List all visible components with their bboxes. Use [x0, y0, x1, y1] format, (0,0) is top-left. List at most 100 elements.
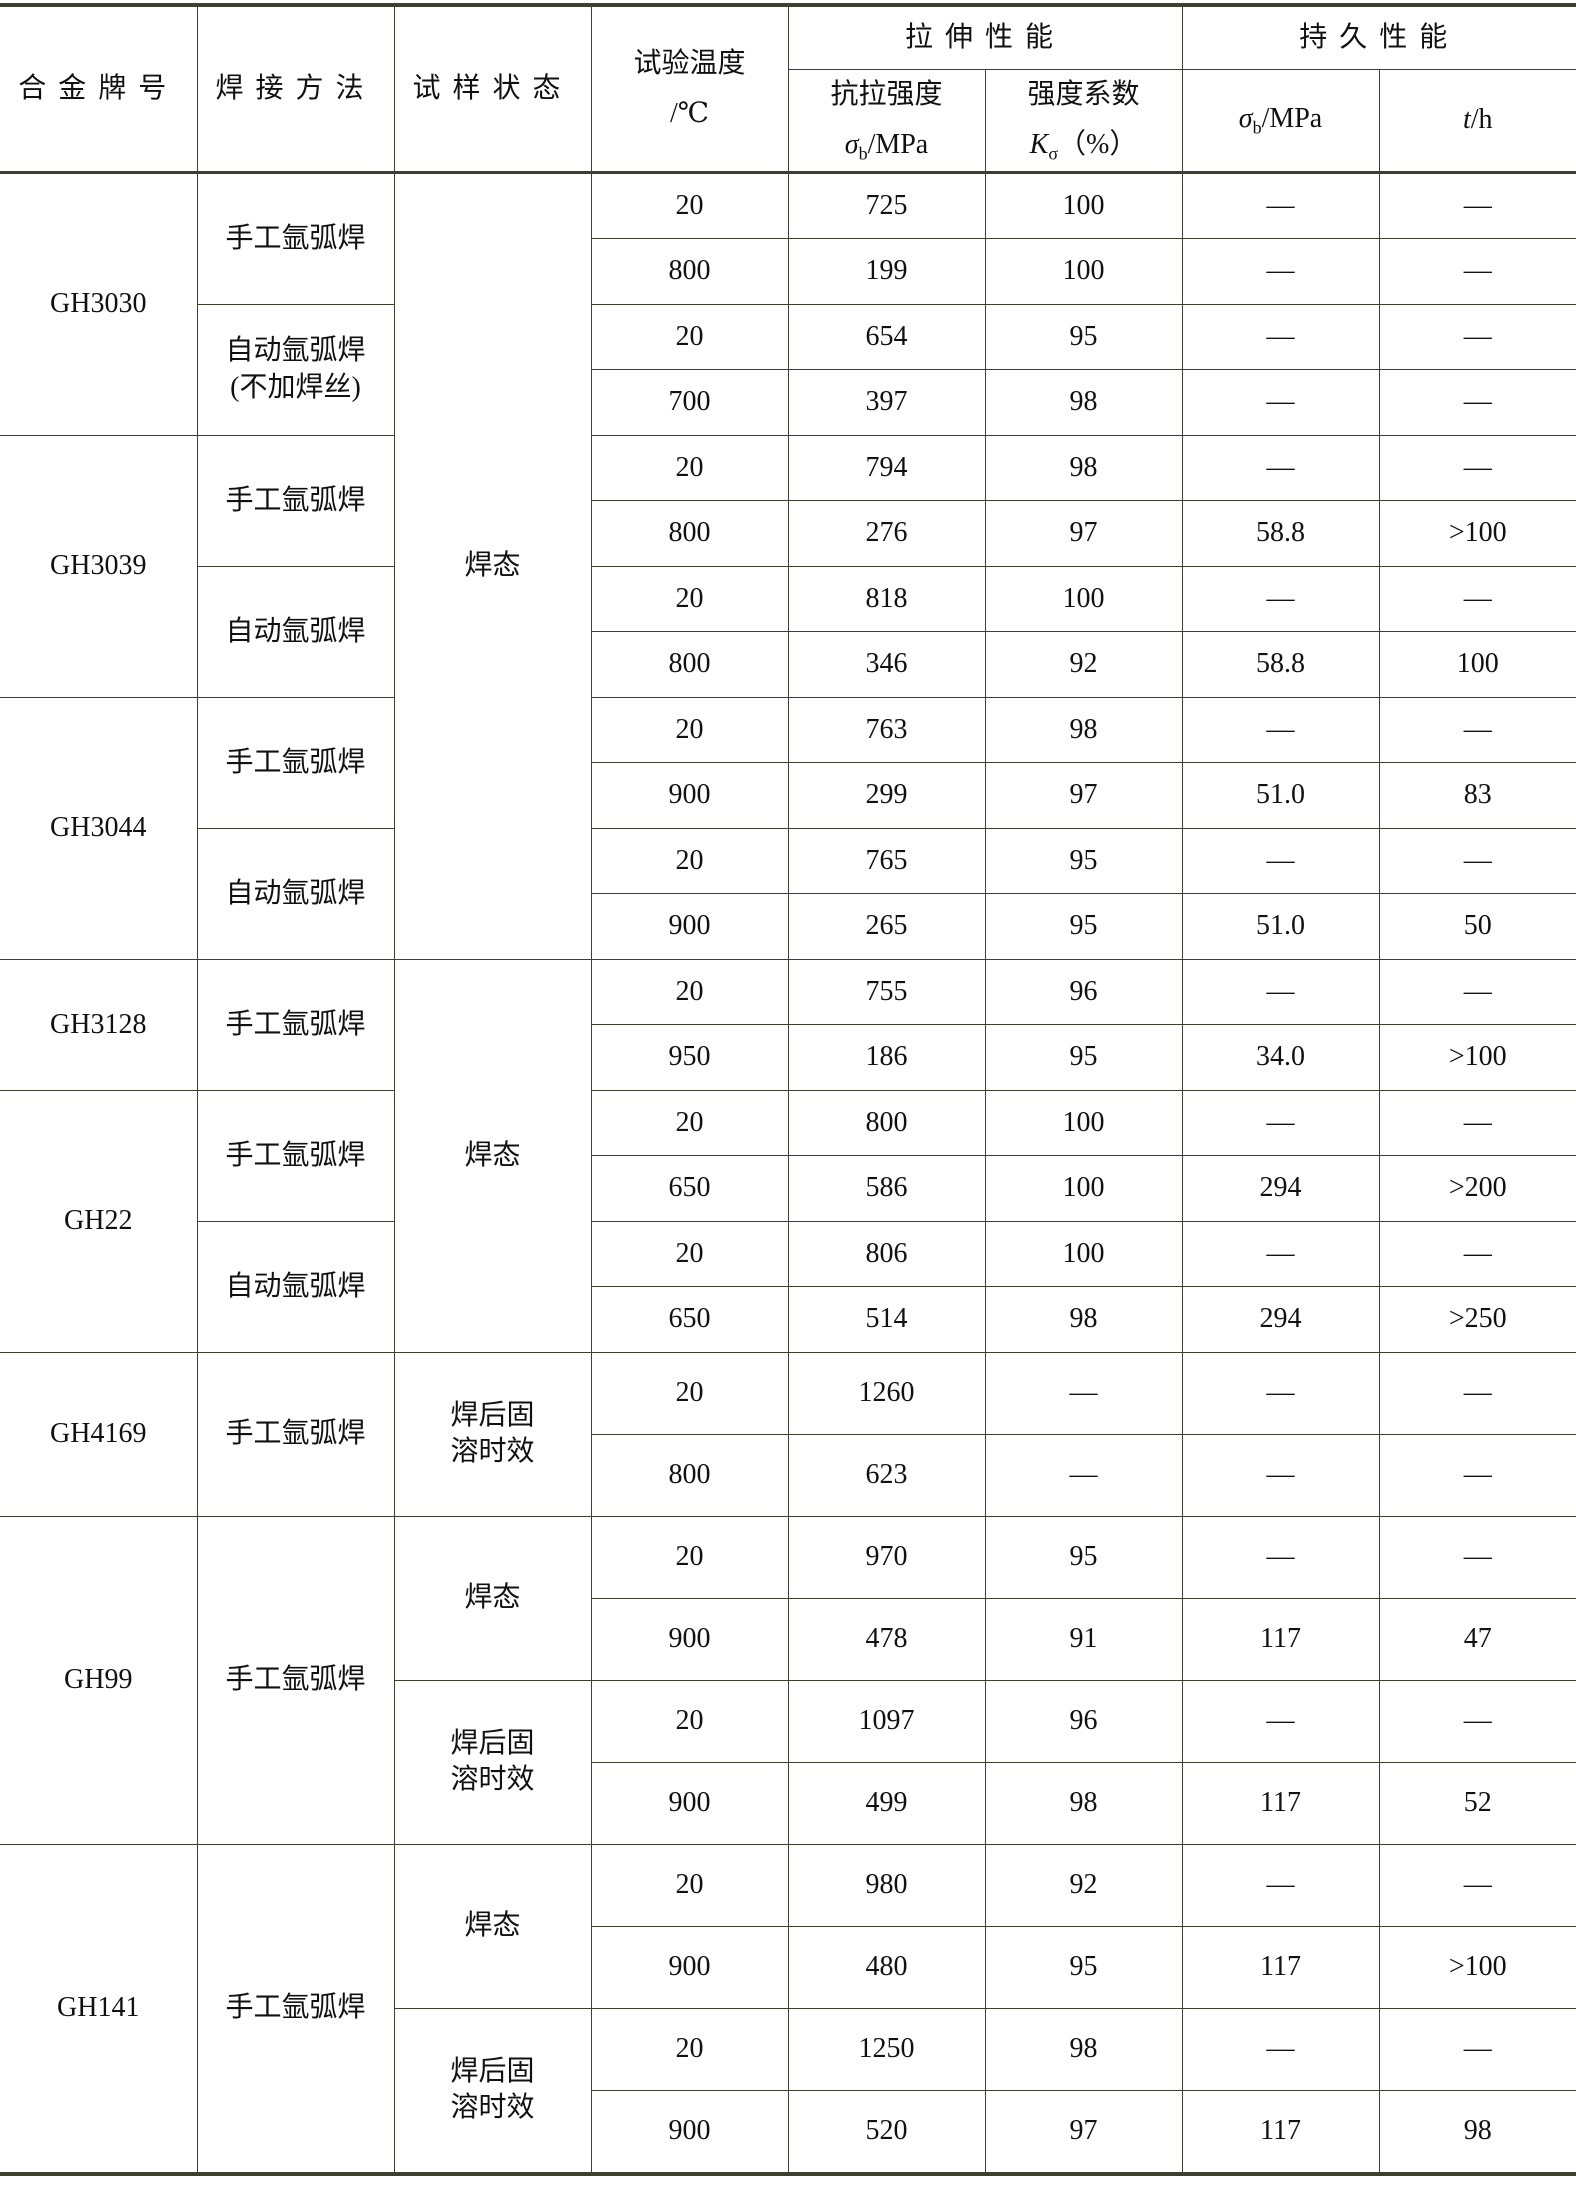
- temp-cell: 20: [590, 1089, 789, 1157]
- end-stress-cell: 294: [1181, 1286, 1380, 1353]
- strength-cell: 199: [787, 238, 986, 305]
- strength-cell: 980: [787, 1843, 986, 1927]
- time-cell: —: [1378, 1433, 1576, 1517]
- method-cell: 自动氩弧焊: [197, 1220, 395, 1353]
- strength-cell: 265: [787, 893, 986, 960]
- time-cell: 52: [1378, 1761, 1576, 1845]
- temp-cell: 700: [591, 369, 789, 436]
- coef-cell: 95: [984, 1024, 1183, 1091]
- end-stress-cell: 51.0: [1181, 893, 1380, 960]
- table-row: 900 478 91 117 47: [0, 1597, 1576, 1681]
- end-stress-cell: —: [1181, 2007, 1380, 2091]
- state-cell: 焊后固 溶时效: [394, 2007, 592, 2175]
- coef-cell: 98: [984, 434, 1183, 502]
- coef-cell: —: [984, 1433, 1183, 1517]
- temp-cell: 20: [590, 1515, 789, 1599]
- header-temp-label: 试验温度: [633, 47, 746, 79]
- strength-cell: 970: [787, 1515, 986, 1599]
- end-stress-cell: —: [1181, 369, 1380, 436]
- alloy-cell: GH4169: [0, 1351, 198, 1517]
- header-state: 试样状态: [393, 4, 592, 174]
- table-row: 650 586 100 294 >200: [0, 1155, 1576, 1222]
- header-time: t/h: [1378, 69, 1576, 174]
- time-cell: >200: [1378, 1155, 1576, 1222]
- end-stress-cell: 117: [1181, 1925, 1380, 2009]
- temp-cell: 650: [591, 1155, 789, 1222]
- alloy-cell: GH3030: [0, 171, 198, 436]
- end-stress-cell: —: [1181, 1351, 1380, 1435]
- strength-cell: 794: [787, 434, 986, 502]
- end-stress-cell: —: [1181, 434, 1380, 502]
- time-cell: 47: [1378, 1597, 1576, 1681]
- end-stress-cell: —: [1181, 238, 1380, 305]
- strength-cell: 299: [787, 762, 986, 829]
- end-stress-cell: 117: [1181, 1597, 1380, 1681]
- temp-cell: 20: [590, 565, 789, 633]
- time-cell: —: [1378, 1351, 1576, 1435]
- table-row: 900 299 97 51.0 83: [0, 762, 1576, 829]
- end-stress-cell: 117: [1181, 1761, 1380, 1845]
- method-cell: 手工氩弧焊: [196, 696, 395, 829]
- time-cell: —: [1378, 369, 1576, 436]
- table-row: 自动氩弧焊 20 818 100— —: [0, 565, 1576, 698]
- header-temp: 试验温度 /℃: [590, 4, 789, 174]
- coef-cell: 97: [984, 2089, 1183, 2175]
- table-row: 800 623— — —: [0, 1433, 1576, 1517]
- table-row: 950 186 95 34.0 >100: [0, 1024, 1576, 1091]
- coef-cell: 96: [984, 958, 1183, 1026]
- end-stress-cell: 58.8: [1181, 500, 1380, 567]
- method-cell: 手工氩弧焊: [196, 1843, 395, 2175]
- strength-cell: 346: [787, 631, 986, 698]
- temp-cell: 800: [591, 500, 789, 567]
- temp-cell: 20: [590, 1351, 789, 1435]
- header-coef-label: 强度系数: [1027, 79, 1140, 110]
- table-row: 900 499 98 117 52: [0, 1761, 1576, 1845]
- header-end-stress: σb/MPa: [1181, 69, 1380, 174]
- weld-properties-table: 合金牌号 焊接方法 试样状态 试验温度/℃ 拉伸性能 持久性能 抗拉强度 σb/M…: [0, 3, 1576, 2176]
- time-cell: 83: [1378, 762, 1576, 829]
- coef-cell: 95: [984, 303, 1183, 371]
- temp-cell: 20: [590, 696, 789, 764]
- temp-cell: 20: [590, 2007, 789, 2091]
- time-cell: >100: [1378, 500, 1576, 567]
- coef-cell: 98: [984, 696, 1183, 764]
- end-stress-cell: —: [1181, 1679, 1380, 1763]
- coef-cell: 100: [984, 238, 1183, 305]
- time-cell: —: [1378, 696, 1576, 764]
- coef-cell: 91: [984, 1597, 1183, 1681]
- end-stress-cell: 294: [1181, 1155, 1380, 1222]
- time-cell: >100: [1378, 1024, 1576, 1091]
- temp-cell: 800: [591, 1433, 789, 1517]
- coef-cell: 100: [984, 565, 1183, 633]
- temp-cell: 800: [591, 631, 789, 698]
- strength-cell: 478: [787, 1597, 986, 1681]
- time-cell: —: [1378, 1220, 1576, 1288]
- strength-cell: 806: [787, 1220, 986, 1288]
- temp-cell: 20: [590, 958, 789, 1026]
- strength-cell: 499: [787, 1761, 986, 1845]
- end-stress-cell: 58.8: [1181, 631, 1380, 698]
- table-row: GH3128 手工氩弧焊 焊态 20 755 96— —: [0, 958, 1576, 1353]
- time-cell: —: [1378, 1679, 1576, 1763]
- coef-cell: 100: [984, 1220, 1183, 1288]
- table-row: GH3044 手工氩弧焊 20 763 98— —: [0, 696, 1576, 960]
- state-cell: 焊后固 溶时效: [394, 1679, 592, 1845]
- time-cell: —: [1378, 565, 1576, 633]
- alloy-cell: GH22: [0, 1089, 198, 1353]
- table-row: 焊后固 溶时效 20 1250 98— —: [0, 2007, 1576, 2175]
- temp-cell: 20: [590, 827, 789, 895]
- time-cell: —: [1378, 1089, 1576, 1157]
- strength-cell: 586: [787, 1155, 986, 1222]
- table-row: GH3039 手工氩弧焊 20 794 98— —: [0, 434, 1576, 698]
- temp-cell: 20: [590, 434, 789, 502]
- header-strength-label: 抗拉强度: [830, 79, 943, 110]
- strength-cell: 765: [787, 827, 986, 895]
- strength-cell: 725: [787, 171, 986, 240]
- end-stress-cell: —: [1181, 565, 1380, 633]
- end-stress-cell: 117: [1181, 2089, 1380, 2175]
- end-stress-cell: —: [1181, 1433, 1380, 1517]
- alloy-cell: GH99: [0, 1515, 198, 1845]
- coef-cell: —: [984, 1351, 1183, 1435]
- header-coef-sub: σ: [1048, 143, 1059, 164]
- time-cell: —: [1378, 2007, 1576, 2091]
